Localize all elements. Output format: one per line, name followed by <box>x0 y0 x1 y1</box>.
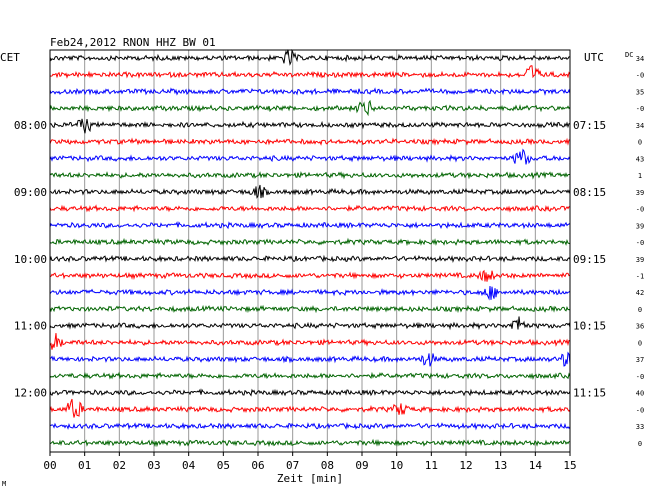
dc-offset-label: 40 <box>636 390 644 398</box>
right-time-labels: 07:15 08:15 09:15 10:15 11:15 <box>573 119 606 400</box>
seismic-trace-line <box>49 87 571 96</box>
seismic-trace-line <box>49 304 571 314</box>
plot-frame <box>49 49 571 456</box>
x-tick-label: 10 <box>390 459 403 472</box>
dc-offset-labels: 34 -0 35 -0 34 0 43 1 39 -0 39 -0 39 -1 42 0 36 0 37 -0 40 -0… <box>636 55 644 448</box>
x-tick-label: 14 <box>529 459 543 472</box>
chart-title: Feb24,2012 RNON HHZ BW 01 <box>50 36 216 49</box>
x-tick-label: 05 <box>217 459 230 472</box>
x-tick-label: 04 <box>182 459 196 472</box>
seismic-trace-line <box>49 137 571 146</box>
seismic-trace-line <box>49 333 571 350</box>
dc-offset-label: 0 <box>638 339 642 347</box>
seismic-trace-line <box>49 388 571 397</box>
dc-offset-label: -0 <box>636 206 644 214</box>
footer-mark: M <box>2 480 6 488</box>
left-time-label: 09:00 <box>14 186 47 199</box>
seismic-trace-line <box>49 237 571 247</box>
right-time-label: 07:15 <box>573 119 606 132</box>
x-tick-label: 13 <box>494 459 507 472</box>
dc-offset-label: 36 <box>636 323 644 331</box>
left-time-labels: 08:00 09:00 10:00 11:00 12:00 <box>14 119 47 400</box>
seismic-trace-line <box>49 421 571 431</box>
x-tick-label: 02 <box>113 459 126 472</box>
dc-offset-label: 0 <box>638 139 642 147</box>
dc-offset-label: 35 <box>636 88 644 96</box>
left-time-label: 08:00 <box>14 119 47 132</box>
seismic-trace-line <box>49 371 571 380</box>
x-tick-label: 15 <box>563 459 576 472</box>
seismic-trace-line <box>49 269 571 282</box>
right-time-label: 09:15 <box>573 253 606 266</box>
left-timezone-label: CET <box>0 51 20 64</box>
seismic-trace-line <box>49 184 571 199</box>
seismic-trace-line <box>49 316 571 331</box>
seismic-traces <box>49 48 571 448</box>
dc-offset-label: 0 <box>638 306 642 314</box>
x-tick-label: 07 <box>286 459 299 472</box>
seismic-trace-line <box>49 204 571 213</box>
x-tick-label: 00 <box>43 459 56 472</box>
seismic-trace-line <box>49 171 571 180</box>
right-time-label: 11:15 <box>573 387 606 400</box>
right-timezone-label: UTC <box>584 51 604 64</box>
minute-grid <box>84 50 536 452</box>
seismic-trace-line <box>49 398 571 418</box>
seismic-trace-line <box>49 118 571 134</box>
x-tick-label: 11 <box>425 459 438 472</box>
left-time-label: 10:00 <box>14 253 47 266</box>
dc-offset-label: 34 <box>636 55 644 63</box>
dc-offset-label: -1 <box>636 272 644 280</box>
dc-offset-label: 33 <box>636 423 644 431</box>
x-axis-ticks: 00 01 02 03 04 05 06 07 08 09 10 11 12 13 14 15 <box>43 459 576 472</box>
right-time-label: 10:15 <box>573 320 606 333</box>
x-tick-label: 12 <box>459 459 472 472</box>
dc-offset-label: 39 <box>636 256 644 264</box>
seismic-trace-line <box>49 99 571 117</box>
dc-offset-label: -0 <box>636 373 644 381</box>
dc-offset-label: 39 <box>636 189 644 197</box>
plot-border <box>49 49 571 453</box>
x-tick-label: 06 <box>251 459 264 472</box>
dc-offset-label: 0 <box>638 440 642 448</box>
dc-offset-label: -0 <box>636 239 644 247</box>
seismic-trace-line <box>49 254 571 264</box>
left-time-label: 12:00 <box>14 387 47 400</box>
dc-offset-label: 34 <box>636 122 644 130</box>
left-time-label: 11:00 <box>14 320 47 333</box>
x-tick-label: 08 <box>321 459 334 472</box>
dc-offset-label: -0 <box>636 406 644 414</box>
right-time-label: 08:15 <box>573 186 606 199</box>
x-axis-label: Zeit [min] <box>277 472 343 485</box>
seismic-trace-line <box>49 48 571 66</box>
dc-offset-label: 42 <box>636 289 644 297</box>
dc-offset-label: 37 <box>636 356 644 364</box>
x-tick-label: 01 <box>78 459 91 472</box>
dc-offset-label: -0 <box>636 72 644 80</box>
seismic-trace-line <box>49 221 571 230</box>
seismic-trace-line <box>49 438 571 448</box>
seismic-trace-line <box>49 351 571 367</box>
seismic-trace-line <box>49 286 571 301</box>
seismic-trace-line <box>49 65 571 79</box>
x-tick-label: 03 <box>147 459 160 472</box>
x-tick-label: 09 <box>355 459 368 472</box>
dc-offset-label: -0 <box>636 105 644 113</box>
dc-offset-label: 39 <box>636 222 644 230</box>
dc-offset-label: 1 <box>638 172 642 180</box>
seismic-trace-line <box>49 148 571 165</box>
dc-offset-label: 43 <box>636 155 644 163</box>
dc-offset-header: DC <box>625 51 633 59</box>
